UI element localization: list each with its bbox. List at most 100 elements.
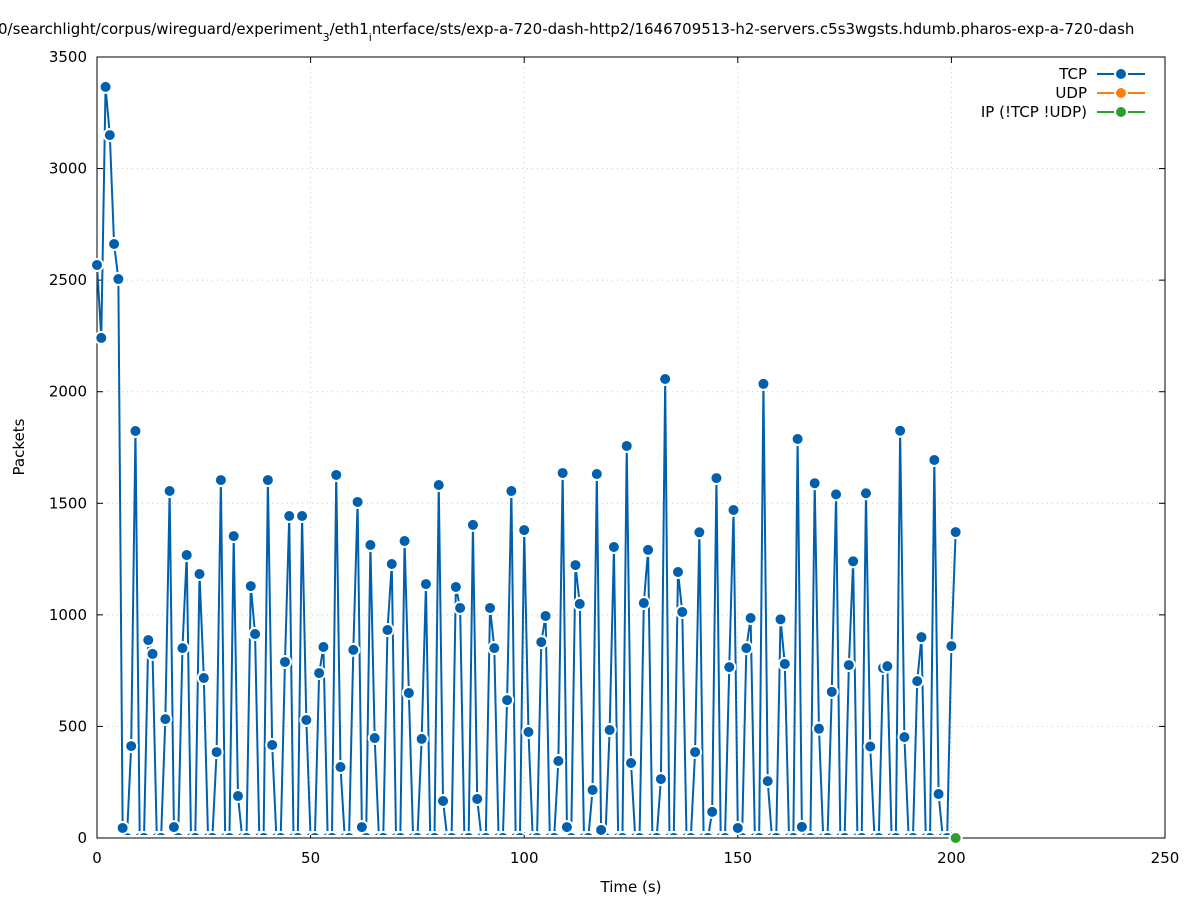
y-tick-label: 1000 [49,606,87,624]
data-point [931,787,946,802]
data-point [923,831,937,835]
data-point [858,486,873,501]
chart-title: 0/searchlight/corpus/wireguard/experimen… [0,20,1134,44]
data-point [521,725,536,740]
y-tick-label: 500 [58,717,87,735]
data-point [436,793,451,808]
data-point [619,438,634,453]
data-point [295,509,310,524]
data-point [465,517,480,532]
data-point [213,473,228,488]
data-point [141,633,156,648]
data-point [675,604,690,619]
data-point [274,831,288,835]
data-point [124,739,139,754]
x-tick-label: 100 [510,849,539,867]
data-point [653,772,668,787]
data-point [90,257,104,272]
data-point [504,484,519,499]
data-point [841,658,856,673]
data-point [248,627,263,642]
data-point [243,579,258,594]
data-point [445,831,458,835]
data-point [650,831,663,835]
data-point [688,745,703,760]
data-point [730,820,745,835]
title-part: nterface/sts/exp-a-720-dash-http2/164670… [372,20,1135,38]
data-point [363,538,378,553]
data-point [128,423,143,438]
data-point [824,684,839,699]
data-point [115,820,130,835]
data-point [769,831,783,835]
data-point [192,567,207,582]
data-point [175,641,190,656]
data-point [684,831,698,835]
data-point [572,596,587,611]
data-point [223,831,236,835]
data-point [158,712,173,727]
data-point [517,523,532,538]
data-point [166,820,181,835]
data-point [821,831,834,835]
data-point [944,639,959,654]
data-point [448,579,463,594]
data-point [670,565,685,580]
data-point [616,831,629,835]
data-point [807,476,822,491]
y-tick-label: 3500 [49,48,87,66]
x-tick-label: 0 [92,849,102,867]
legend-label: IP (!TCP !UDP) [981,103,1087,121]
series-layer-unclipped [90,79,963,845]
data-point [606,540,621,555]
title-subscript: i [369,31,372,44]
data-point [880,659,895,674]
data-point [414,731,429,746]
data-point [756,376,771,391]
data-point [701,831,715,835]
data-point [230,789,245,804]
data-point [397,533,412,548]
data-point [226,529,241,544]
data-point [453,600,468,615]
title-part: 0/searchlight/corpus/wireguard/experimen… [0,20,323,38]
data-point [559,820,574,835]
data-point [692,525,707,540]
data-point [333,760,348,775]
legend-marker [1114,67,1128,81]
y-tick-label: 0 [77,829,87,847]
data-point [585,783,600,798]
data-point [500,693,515,708]
data-point [555,465,570,480]
data-point [329,467,344,482]
data-point [277,654,292,669]
data-point [98,79,113,94]
data-point [257,831,270,835]
data-point [350,494,365,509]
data-point [308,831,322,835]
data-point [829,487,844,502]
legend-label: UDP [1055,84,1087,102]
data-point [162,484,177,499]
data-point [589,467,604,482]
data-point [752,831,766,835]
data-point [804,831,817,835]
data-point [354,820,369,835]
data-point [777,656,792,671]
data-point [260,473,275,488]
data-point [102,128,117,143]
data-point [393,831,407,835]
plot-border [96,56,1166,839]
legend-marker [1114,105,1128,119]
data-point [188,831,202,835]
legend-label: TCP [1058,65,1087,83]
data-point [111,272,126,287]
data-point [705,804,720,819]
data-point [602,722,617,737]
data-point [483,600,498,615]
y-tick-label: 1500 [49,494,87,512]
axis-ticks: 0 50 100 150 200 2500500100015002000250030003… [49,48,1180,867]
data-point [534,635,549,650]
